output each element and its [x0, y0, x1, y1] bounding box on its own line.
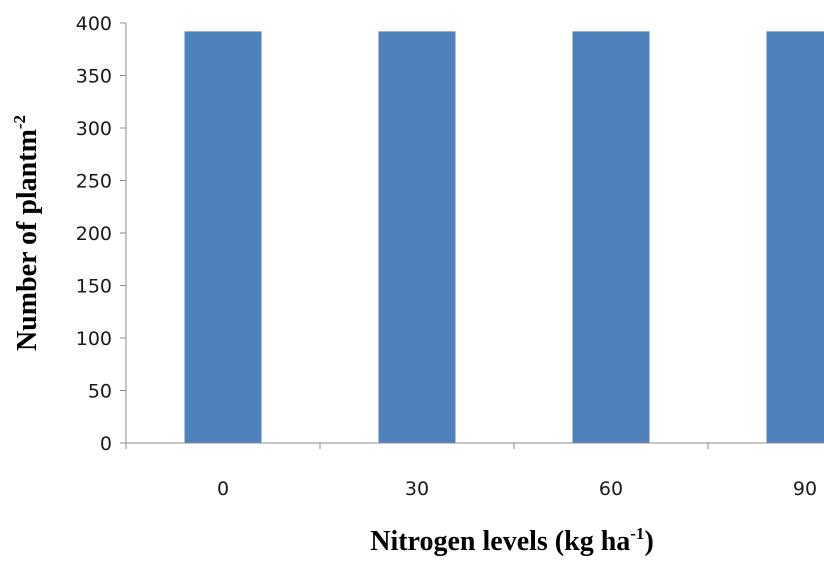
x-tick-label: 60: [599, 478, 623, 500]
bar: [766, 31, 824, 444]
y-axis-title: Number of plantm-2: [10, 115, 43, 351]
y-tick-label: 200: [76, 223, 112, 245]
bar: [572, 31, 650, 444]
x-tick-label: 90: [793, 478, 817, 500]
bar: [184, 31, 262, 444]
y-tick-label: 300: [76, 118, 112, 140]
y-tick-label: 100: [76, 328, 112, 350]
x-axis-title-suffix: ): [644, 526, 653, 557]
y-tick-label: 250: [76, 171, 112, 193]
y-tick-label: 0: [100, 433, 112, 455]
x-tick-label: 0: [217, 478, 229, 500]
y-tick-label: 350: [76, 66, 112, 88]
x-axis-title-text: Nitrogen levels (kg ha: [370, 526, 630, 557]
x-axis-title: Nitrogen levels (kg ha-1): [370, 524, 654, 557]
y-axis-title-superscript: -2: [10, 115, 29, 129]
x-axis: 0 30 60 90: [125, 442, 824, 500]
y-axis: 0 50 100 150 200 250 300 350 400: [76, 13, 127, 455]
y-tick-label: 400: [76, 13, 112, 35]
y-tick-label: 150: [76, 276, 112, 298]
x-axis-title-superscript: -1: [630, 524, 644, 543]
bars: [184, 31, 824, 444]
x-tick-label: 30: [405, 478, 429, 500]
y-axis-title-text: Number of plantm: [12, 129, 43, 351]
bar: [378, 31, 456, 444]
y-tick-label: 50: [88, 381, 112, 403]
